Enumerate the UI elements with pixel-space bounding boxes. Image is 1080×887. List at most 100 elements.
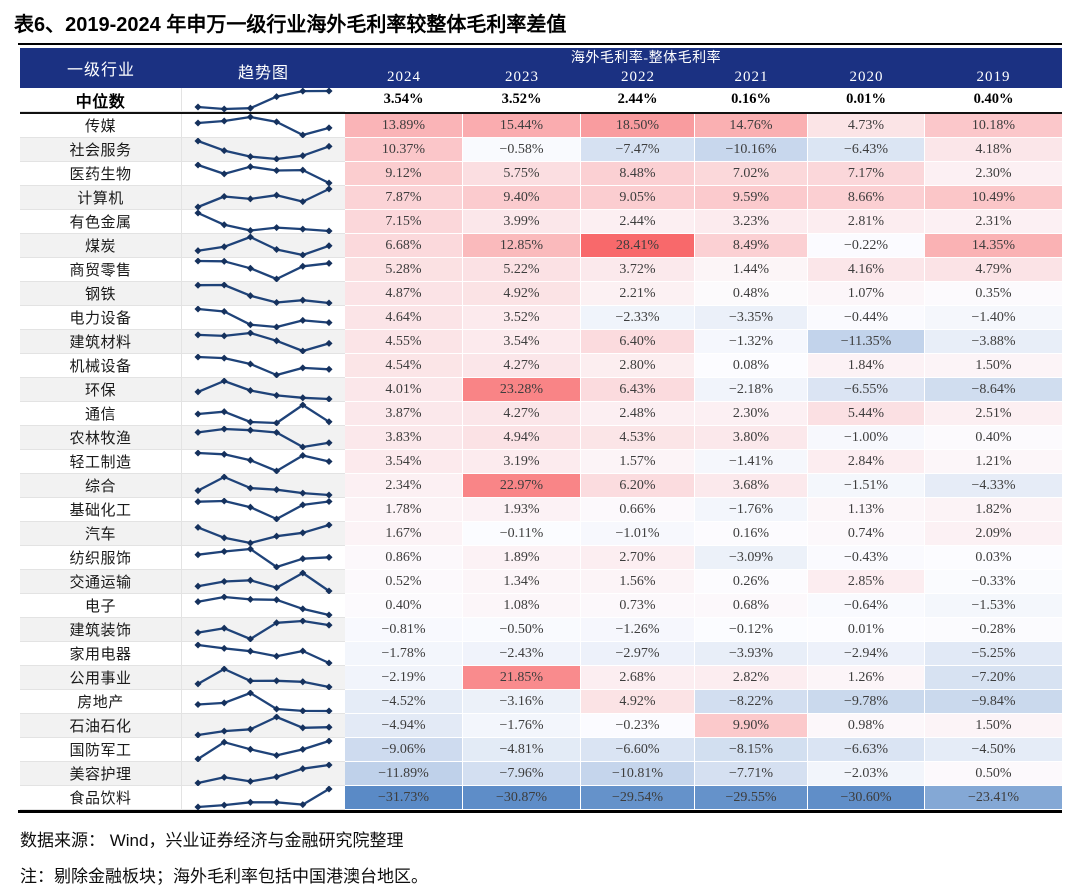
table-row: 建筑材料 4.55% 3.54% 6.40% −1.32% −11.35% −3.88% <box>20 329 1062 354</box>
value-cell: 4.92% <box>581 690 695 714</box>
value-cell: 2.34% <box>345 474 463 498</box>
value-cell: 4.87% <box>345 282 463 306</box>
trend-sparkline <box>182 305 345 330</box>
value-cell: 4.18% <box>925 138 1062 162</box>
value-cell: 1.93% <box>463 498 581 522</box>
value-cell: −6.43% <box>808 138 925 162</box>
value-cell: −1.76% <box>695 498 808 522</box>
value-cell: 1.57% <box>581 450 695 474</box>
value-cell: 4.92% <box>463 282 581 306</box>
value-cell: −0.58% <box>463 138 581 162</box>
value-cell: 0.68% <box>695 594 808 618</box>
sparkline-chart <box>194 689 333 714</box>
value-cell: 12.85% <box>463 234 581 258</box>
value-cell: 6.20% <box>581 474 695 498</box>
value-cell: −31.73% <box>345 786 463 810</box>
trend-sparkline <box>182 545 345 570</box>
value-cell: −8.64% <box>925 378 1062 402</box>
value-cell: −6.55% <box>808 378 925 402</box>
sparkline-chart <box>194 761 333 786</box>
sparkline-chart <box>194 305 333 330</box>
table-body: 传媒 13.89% 15.44% 18.50% 14.76% 4.73% 10.18% 社会服… <box>20 113 1062 810</box>
table-row: 建筑装饰 −0.81% −0.50% −1.26% −0.12% 0.01% −0.28% <box>20 617 1062 642</box>
heatmap-table: 一级行业 趋势图 海外毛利率-整体毛利率 2024 2023 2022 2021… <box>20 48 1062 810</box>
value-cell: 4.55% <box>345 330 463 354</box>
value-cell: −3.09% <box>695 546 808 570</box>
value-cell: −8.15% <box>695 738 808 762</box>
trend-sparkline <box>182 449 345 474</box>
value-cell: 7.15% <box>345 210 463 234</box>
trend-sparkline <box>182 473 345 498</box>
value-cell: 7.87% <box>345 186 463 210</box>
value-cell: −2.19% <box>345 666 463 690</box>
sparkline-chart <box>194 209 333 234</box>
table-row: 石油石化 −4.94% −1.76% −0.23% 9.90% 0.98% 1.50% <box>20 713 1062 738</box>
value-cell: 0.26% <box>695 570 808 594</box>
value-cell: −3.35% <box>695 306 808 330</box>
value-cell: 3.83% <box>345 426 463 450</box>
value-cell: −2.97% <box>581 642 695 666</box>
table-row: 社会服务 10.37% −0.58% −7.47% −10.16% −6.43% 4.18% <box>20 137 1062 162</box>
sparkline-chart <box>194 569 333 594</box>
header-year-2019: 2019 <box>976 69 1011 85</box>
table-row: 机械设备 4.54% 4.27% 2.80% 0.08% 1.84% 1.50% <box>20 353 1062 378</box>
value-cell: −2.43% <box>463 642 581 666</box>
value-cell: 6.68% <box>345 234 463 258</box>
trend-sparkline <box>182 113 345 138</box>
trend-sparkline <box>182 257 345 282</box>
value-cell: −11.35% <box>808 330 925 354</box>
value-cell: −5.25% <box>925 642 1062 666</box>
value-cell: 10.18% <box>925 114 1062 138</box>
industry-label: 机械设备 <box>20 354 182 378</box>
value-cell: 2.80% <box>581 354 695 378</box>
value-cell: 4.01% <box>345 378 463 402</box>
table-row: 家用电器 −1.78% −2.43% −2.97% −3.93% −2.94% −5.25% <box>20 641 1062 666</box>
value-cell: 0.98% <box>808 714 925 738</box>
industry-label: 交通运输 <box>20 570 182 594</box>
value-cell: −0.50% <box>463 618 581 642</box>
industry-label: 汽车 <box>20 522 182 546</box>
table-bottom-divider <box>18 810 1062 813</box>
value-cell: 3.54% <box>463 330 581 354</box>
industry-label: 电力设备 <box>20 306 182 330</box>
value-cell: −7.96% <box>463 762 581 786</box>
table-row: 综合 2.34% 22.97% 6.20% 3.68% −1.51% −4.33% <box>20 473 1062 498</box>
data-source-note: 数据来源： Wind，兴业证券经济与金融研究院整理 <box>20 831 404 850</box>
value-cell: 10.37% <box>345 138 463 162</box>
value-cell: 0.52% <box>345 570 463 594</box>
value-cell: −1.53% <box>925 594 1062 618</box>
value-cell: 8.49% <box>695 234 808 258</box>
trend-sparkline <box>182 425 345 450</box>
sparkline-chart <box>194 449 333 474</box>
value-cell: 8.48% <box>581 162 695 186</box>
value-cell: 4.53% <box>581 426 695 450</box>
trend-sparkline <box>182 329 345 354</box>
value-cell: 0.40% <box>345 594 463 618</box>
value-cell: −1.51% <box>808 474 925 498</box>
value-cell: 3.54% <box>345 88 463 112</box>
industry-label: 医药生物 <box>20 162 182 186</box>
value-cell: 0.73% <box>581 594 695 618</box>
sparkline-chart <box>194 161 333 186</box>
industry-label: 煤炭 <box>20 234 182 258</box>
value-cell: 3.99% <box>463 210 581 234</box>
table-row: 食品饮料 −31.73% −30.87% −29.54% −29.55% −30.60% −… <box>20 785 1062 810</box>
value-cell: 3.68% <box>695 474 808 498</box>
trend-sparkline <box>182 521 345 546</box>
header-years-block: 海外毛利率-整体毛利率 2024 2023 2022 2021 2020 201… <box>345 48 1062 88</box>
value-cell: 23.28% <box>463 378 581 402</box>
value-cell: 3.54% <box>345 450 463 474</box>
value-cell: −30.87% <box>463 786 581 810</box>
value-cell: 4.27% <box>463 354 581 378</box>
industry-label: 钢铁 <box>20 282 182 306</box>
value-cell: 1.44% <box>695 258 808 282</box>
value-cell: 15.44% <box>463 114 581 138</box>
value-cell: −11.89% <box>345 762 463 786</box>
sparkline-chart <box>194 377 333 402</box>
industry-label: 美容护理 <box>20 762 182 786</box>
value-cell: −4.33% <box>925 474 1062 498</box>
trend-sparkline <box>182 785 345 810</box>
value-cell: 2.85% <box>808 570 925 594</box>
sparkline-chart <box>194 473 333 498</box>
table-row: 交通运输 0.52% 1.34% 1.56% 0.26% 2.85% −0.33% <box>20 569 1062 594</box>
